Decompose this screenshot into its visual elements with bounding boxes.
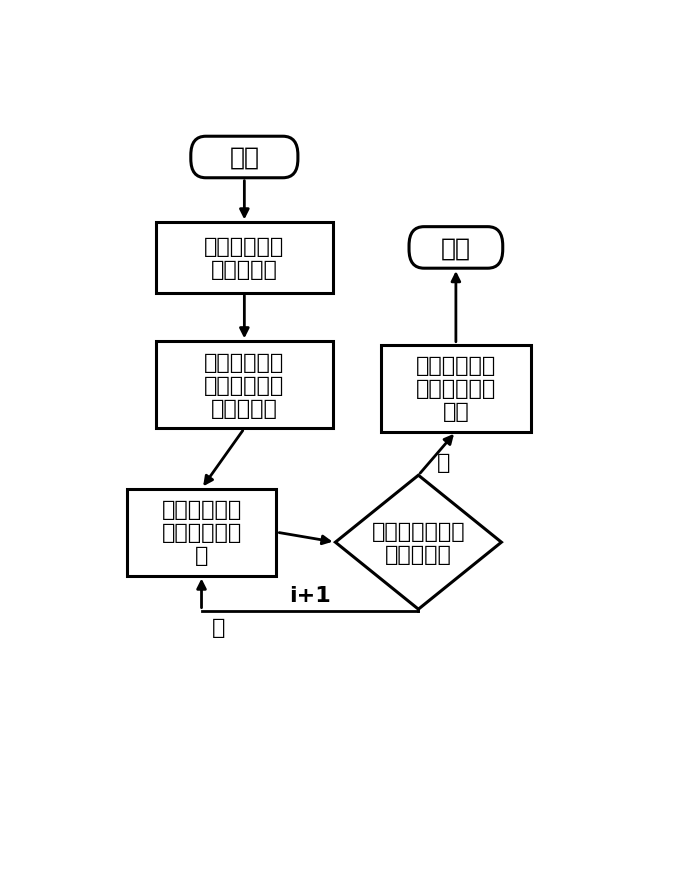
Text: 结束: 结束 bbox=[441, 236, 471, 260]
FancyBboxPatch shape bbox=[409, 228, 503, 269]
Text: 否: 否 bbox=[212, 618, 225, 638]
Text: 对所有点云数
据进行圆柱面
拟合预处理: 对所有点云数 据进行圆柱面 拟合预处理 bbox=[205, 352, 285, 419]
Polygon shape bbox=[335, 475, 502, 609]
Bar bbox=[156, 342, 333, 428]
Bar bbox=[156, 223, 333, 294]
Text: 设定圆柱面拟
合数学模型: 设定圆柱面拟 合数学模型 bbox=[205, 236, 285, 280]
Text: i+1: i+1 bbox=[289, 586, 331, 606]
FancyBboxPatch shape bbox=[191, 137, 298, 178]
Bar bbox=[126, 489, 276, 576]
Text: 开始: 开始 bbox=[229, 146, 259, 169]
Text: 拟合到最后一线
点云数据？: 拟合到最后一线 点云数据？ bbox=[372, 521, 465, 564]
Text: 是: 是 bbox=[437, 453, 451, 472]
Text: 将得到的所有
椭圆参数优化
计算: 将得到的所有 椭圆参数优化 计算 bbox=[416, 355, 496, 421]
Bar bbox=[381, 345, 531, 432]
Text: 对线点云数据
进行圆柱面拟
合: 对线点云数据 进行圆柱面拟 合 bbox=[162, 500, 242, 566]
